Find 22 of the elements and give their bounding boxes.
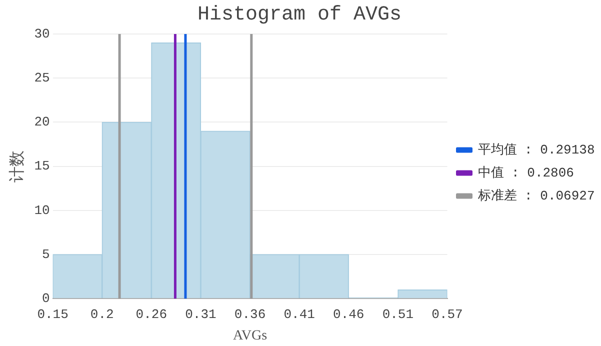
y-axis-title: 计数 [6, 150, 26, 182]
y-tick-label: 25 [34, 70, 50, 86]
x-tick-label: 0.46 [333, 306, 364, 322]
legend-label: 标准差 : 0.06927 [476, 188, 595, 204]
x-tick-label: 0.36 [234, 306, 266, 322]
x-tick-label: 0.31 [185, 306, 217, 322]
x-axis-title: AVGs [233, 328, 268, 344]
y-tick-label: 30 [34, 26, 50, 42]
y-tick-label: 10 [34, 202, 50, 218]
legend-label: 平均值 : 0.29138 [478, 142, 595, 158]
legend-label: 中值 : 0.2806 [478, 165, 574, 180]
y-tick-label: 20 [34, 114, 50, 130]
x-tick-label: 0.26 [136, 306, 168, 322]
x-tick-label: 0.41 [284, 306, 316, 322]
chart-title: Histogram of AVGs [197, 3, 402, 26]
y-tick-label: 15 [34, 158, 50, 174]
x-tick-label: 0.2 [90, 306, 114, 322]
x-tick-label: 0.51 [382, 306, 414, 322]
x-tick-label: 0.57 [432, 306, 463, 322]
y-tick-label: 0 [42, 291, 50, 306]
x-tick-label: 0.15 [37, 306, 68, 322]
y-tick-label: 5 [42, 246, 50, 262]
